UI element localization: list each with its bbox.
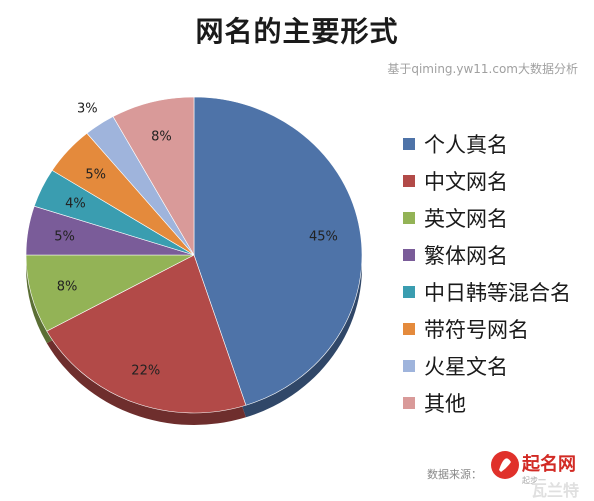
pie-data-label: 3%: [77, 101, 98, 116]
legend-item: 中日韩等混合名: [403, 273, 571, 310]
pie-labels: 45% 22% 8% 5% 4% 5% 3% 8%: [54, 101, 338, 378]
logo-swirl-icon: [499, 458, 511, 472]
legend-item: 火星文名: [403, 347, 571, 384]
legend-label: 带符号网名: [424, 317, 529, 342]
legend-swatch: [403, 248, 415, 261]
legend-label: 火星文名: [424, 354, 508, 379]
pie-slice: [193, 96, 363, 406]
legend-label: 英文网名: [424, 206, 508, 231]
legend-swatch: [403, 174, 415, 187]
logo-subtext: 起步一: [522, 476, 546, 485]
legend-item: 其他: [403, 384, 571, 421]
legend-swatch: [403, 211, 415, 224]
brand-logo: 起名网 起步一 瓦兰特: [491, 451, 579, 498]
pie-data-label: 5%: [54, 230, 75, 245]
legend-label: 个人真名: [424, 132, 508, 157]
legend-swatch: [403, 322, 415, 335]
watermark-text: 瓦兰特: [531, 481, 579, 498]
legend-item: 中文网名: [403, 162, 571, 199]
legend-swatch: [403, 396, 415, 409]
legend-item: 繁体网名: [403, 236, 571, 273]
legend-label: 中日韩等混合名: [424, 280, 571, 305]
pie-data-label: 45%: [309, 230, 338, 245]
chart-title: 网名的主要形式: [195, 15, 399, 48]
legend-swatch: [403, 137, 415, 150]
legend: 个人真名中文网名英文网名繁体网名中日韩等混合名 带符号网名火星文名其他: [403, 125, 571, 421]
legend-label: 繁体网名: [424, 243, 508, 268]
legend-item: 个人真名: [403, 125, 571, 162]
pie-data-label: 22%: [131, 364, 160, 379]
legend-swatch: [403, 285, 415, 298]
legend-label: 其他: [424, 391, 466, 416]
legend-item: 带符号网名: [403, 310, 571, 347]
pie-slice: [112, 96, 195, 257]
pie-data-label: 4%: [65, 197, 86, 212]
pie-data-label: 8%: [151, 130, 172, 145]
legend-swatch: [403, 359, 415, 372]
source-label: 数据来源：: [427, 468, 482, 481]
pie-slices: [25, 96, 363, 414]
pie-data-label: 8%: [57, 280, 78, 295]
logo-text: 起名网: [521, 453, 576, 475]
chart-subtitle: 基于qiming.yw11.com大数据分析: [387, 62, 578, 76]
pie-slice: [46, 254, 247, 414]
legend-item: 英文网名: [403, 199, 571, 236]
pie-data-label: 5%: [85, 167, 106, 182]
legend-label: 中文网名: [424, 169, 508, 194]
